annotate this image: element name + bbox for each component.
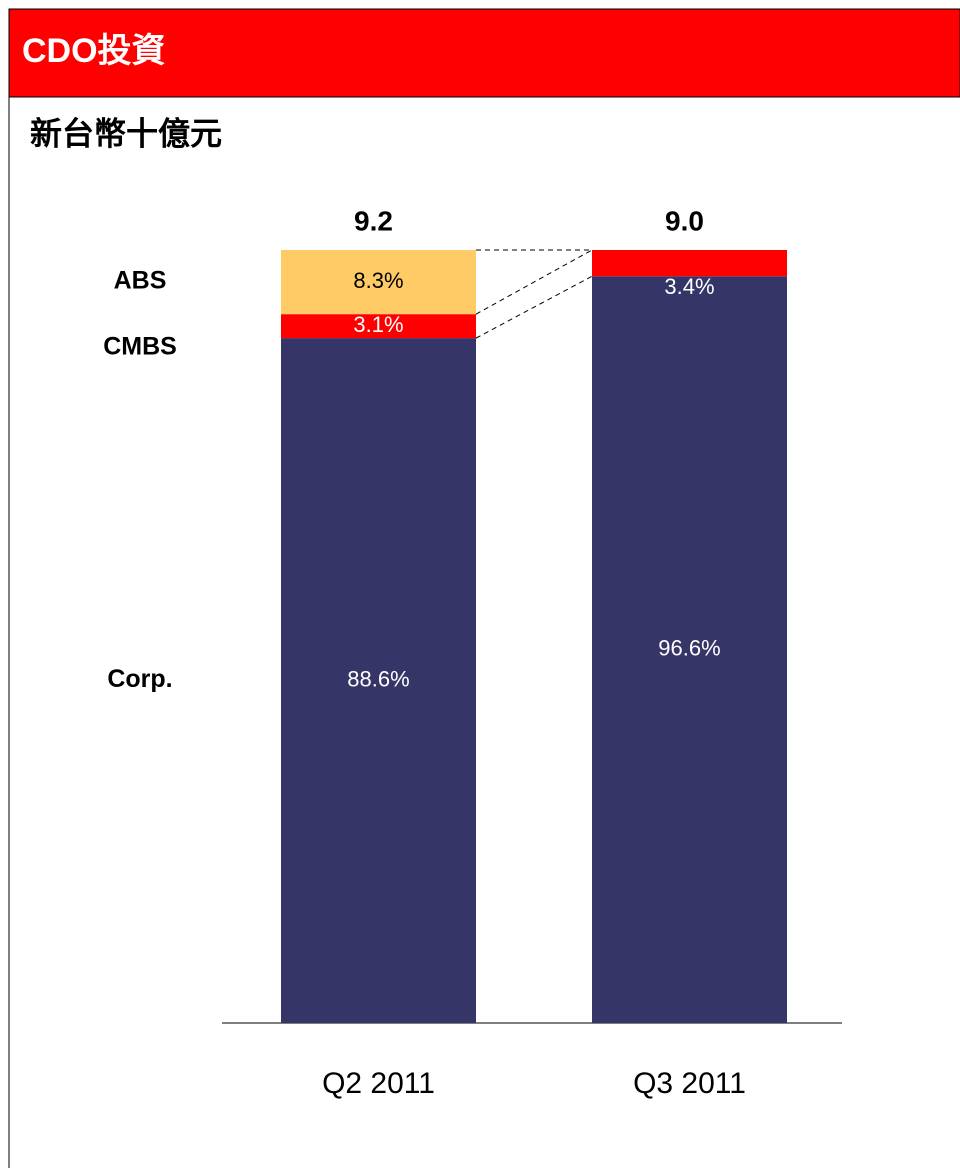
data-label: 3.4% bbox=[664, 274, 714, 299]
chart-title: CDO投資 bbox=[22, 32, 166, 70]
x-tick-label: Q3 2011 bbox=[633, 1067, 746, 1100]
total-label: 9.2 bbox=[354, 205, 393, 236]
bar-segment bbox=[592, 276, 787, 1024]
series-label: CMBS bbox=[103, 333, 177, 361]
series-label: Corp. bbox=[107, 665, 172, 693]
data-label: 88.6% bbox=[347, 666, 409, 691]
connector bbox=[475, 249, 593, 315]
x-tick-label: Q2 2011 bbox=[322, 1067, 435, 1100]
data-label: 8.3% bbox=[353, 268, 403, 293]
chart-subtitle: 新台幣十億元 bbox=[30, 115, 222, 153]
connector bbox=[475, 275, 593, 339]
bar-segment bbox=[592, 250, 787, 277]
data-label: 3.1% bbox=[353, 312, 403, 337]
total-label: 9.0 bbox=[665, 205, 704, 236]
bar-segment bbox=[281, 314, 476, 339]
header-band bbox=[8, 8, 960, 98]
series-label: ABS bbox=[114, 267, 167, 295]
bar-segment bbox=[281, 250, 476, 315]
bar-segment bbox=[281, 338, 476, 1023]
data-label: 96.6% bbox=[658, 635, 720, 660]
